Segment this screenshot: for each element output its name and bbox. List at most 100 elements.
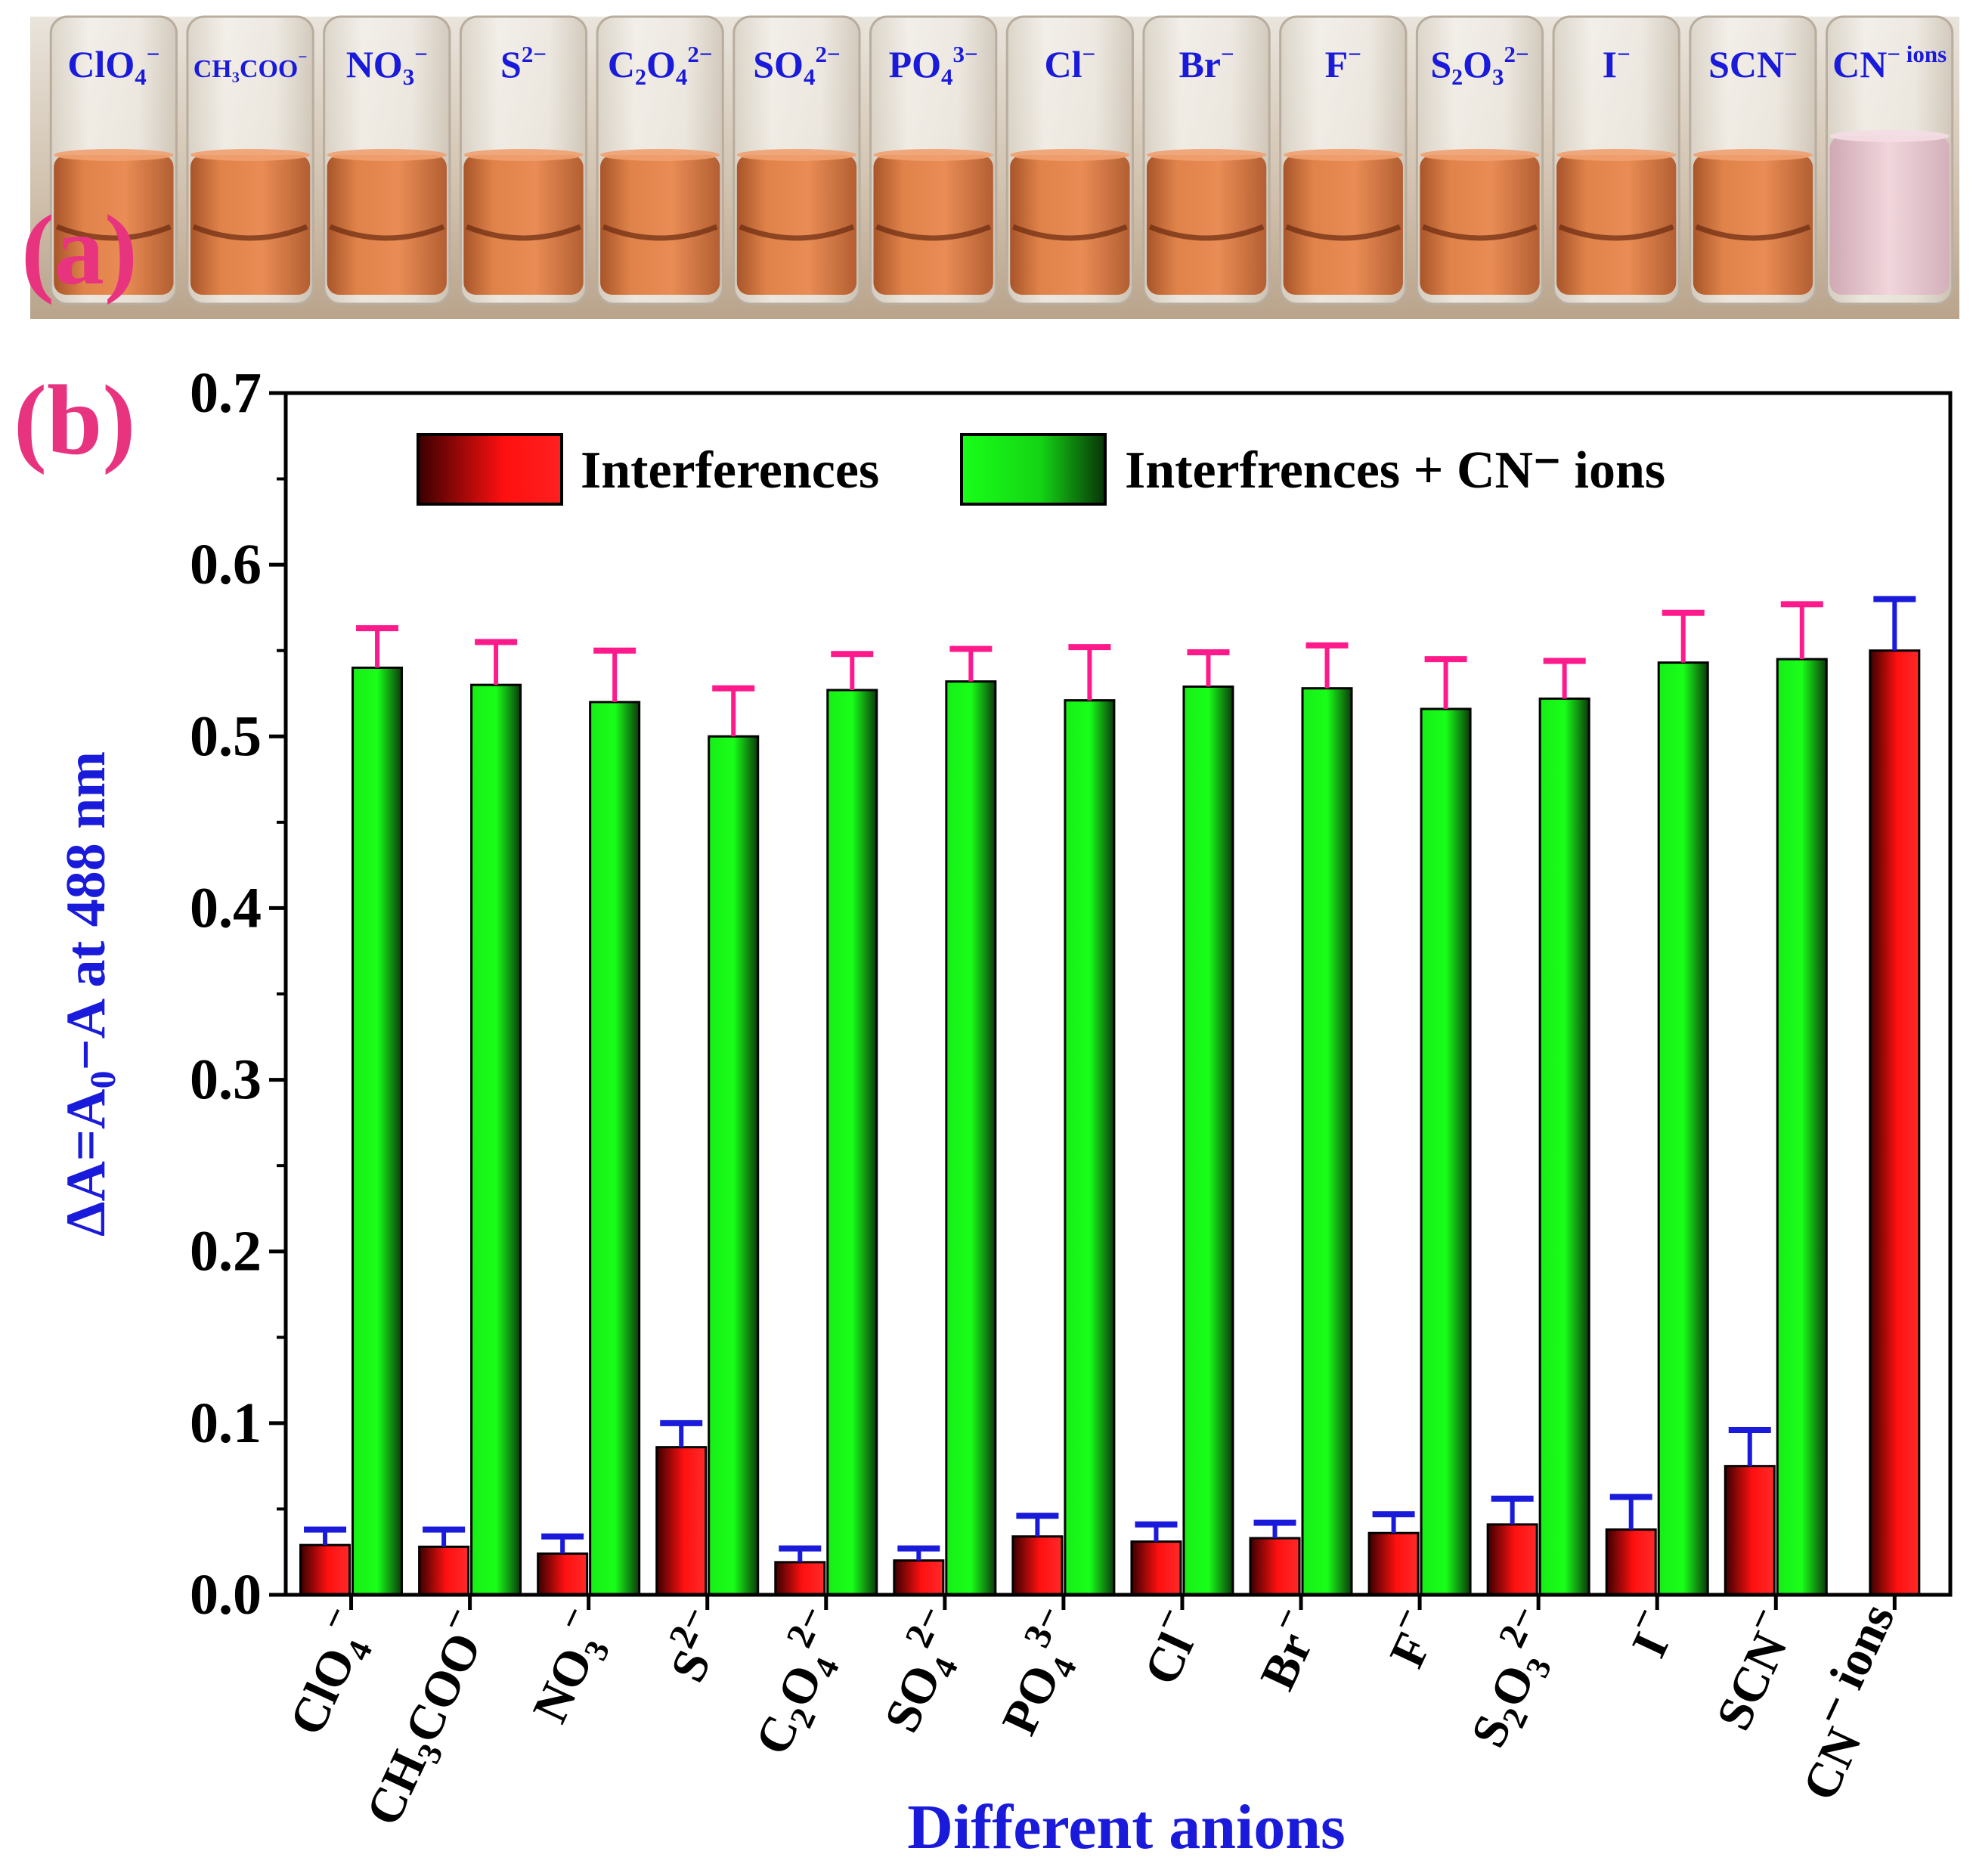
vial-base-shadow (1285, 224, 1401, 241)
legend-label-interferences: Interferences (581, 441, 879, 500)
x-tick-label: S2O32− (1448, 1599, 1576, 1758)
bar-interferences (1486, 1523, 1538, 1596)
vial-solution (327, 155, 447, 295)
vial-labels: ClO4− CH₃COO− NO3− S2− C₂O42− SO42− PO43− Cl− Br… (67, 41, 1947, 90)
y-axis-title: ΔA=A0−A at 488 nm (55, 751, 123, 1237)
plot-frame (283, 391, 1953, 1597)
vial (49, 15, 178, 305)
vial-solution (1010, 155, 1130, 295)
vial-label: PO43− (889, 41, 978, 90)
vial-meniscus (463, 149, 584, 161)
vial-solution (1146, 155, 1267, 295)
vial-base-shadow (192, 224, 308, 241)
vial-base-shadow (1558, 224, 1674, 241)
bar-interferences-cn (589, 701, 641, 1596)
bar-interferences-cn (1301, 687, 1353, 1596)
x-tick-label: Br− (1238, 1599, 1333, 1698)
vial-solution (873, 155, 993, 295)
error-bars (304, 596, 1916, 1562)
x-tick-label: I− (1609, 1599, 1688, 1665)
vial (732, 15, 861, 305)
bar-interferences (299, 1543, 352, 1596)
bar-interferences (1249, 1537, 1301, 1596)
bar-interferences-cn (1064, 699, 1116, 1596)
vial (869, 15, 998, 305)
vial-base-shadow (1011, 224, 1128, 241)
bar-interferences (418, 1545, 470, 1596)
y-axis: 0.0 0.1 0.2 0.3 0.4 0.5 0.6 0.7 (190, 361, 286, 1627)
vial-base-shadow (739, 224, 855, 241)
x-tick-label: Cl− (1122, 1599, 1214, 1693)
vial-meniscus (1146, 149, 1267, 161)
bar-interferences (1869, 649, 1921, 1596)
vial-meniscus (1693, 149, 1813, 161)
bar-interferences (537, 1552, 589, 1596)
vial-label: SCN− (1708, 41, 1798, 85)
bar-interferences-cn (1182, 685, 1234, 1596)
vial-solution (1420, 155, 1540, 295)
bar-interferences (1130, 1540, 1182, 1596)
vial-base-shadow (602, 224, 718, 241)
vial-base-shadow (875, 224, 992, 241)
vial-solution (190, 155, 311, 295)
x-axis-title: Different anions (907, 1792, 1345, 1862)
legend-swatch-interferences (417, 433, 563, 506)
vial-label: CN− ions (1832, 41, 1947, 85)
x-tick-label: NO3− (509, 1599, 627, 1733)
vial-base-shadow (466, 224, 581, 241)
vial-meniscus (600, 149, 720, 161)
vial-label: F− (1325, 41, 1361, 85)
panel-a-letter: (a) (21, 194, 138, 305)
vial-solution (1556, 155, 1677, 295)
vial (1552, 15, 1680, 305)
vial (1415, 15, 1544, 305)
bar-interferences (1605, 1528, 1657, 1596)
vial-label: NO3− (346, 41, 428, 90)
vial-meniscus (1556, 149, 1677, 161)
panel-a-photo: ClO4− CH₃COO− NO3− S2− C₂O42− SO42− PO43− Cl− Br… (30, 15, 1959, 319)
vial-base-shadow (1422, 224, 1538, 241)
x-tick-label: C2O42− (732, 1599, 864, 1766)
vial-meniscus (54, 149, 174, 161)
y-tick-label: 0.2 (190, 1220, 262, 1283)
bar-interferences-cn (1538, 697, 1590, 1596)
bar-interferences-cn (470, 683, 522, 1596)
panel-b-letter: (b) (14, 364, 135, 475)
vial-row (49, 15, 1954, 305)
vial-solution (54, 155, 174, 295)
bars (299, 649, 1921, 1596)
y-tick-label: 0.3 (190, 1048, 262, 1112)
bar-interferences (655, 1446, 708, 1596)
x-tick-label: PO43− (978, 1599, 1101, 1745)
vial-label: C₂O42− (608, 41, 713, 90)
vial (1826, 15, 1954, 305)
vial-label: S2− (500, 41, 547, 85)
bar-interferences (1724, 1465, 1776, 1596)
x-tick-label: F− (1367, 1599, 1451, 1675)
legend-swatch-interferences-cn (960, 433, 1107, 506)
x-axis-ticks (349, 1595, 1897, 1610)
y-tick-label: 0.7 (190, 361, 262, 425)
bar-interferences (893, 1559, 945, 1596)
vial-label: I− (1603, 41, 1631, 85)
vial-meniscus (1420, 149, 1540, 161)
vial (1689, 15, 1817, 305)
vial-label: Cl− (1045, 41, 1096, 85)
vial-base-shadow (329, 224, 445, 241)
vial-meniscus (1829, 130, 1950, 142)
vial-base-shadow (1695, 224, 1811, 241)
x-tick-label: ClO4− (266, 1599, 389, 1746)
vial-solution (1693, 155, 1813, 295)
vial-solution (600, 155, 720, 295)
vial-label: Br− (1178, 41, 1234, 85)
vial-label: ClO4− (67, 41, 160, 90)
vial (186, 15, 314, 305)
bar-interferences-cn (945, 680, 997, 1596)
bar-interferences-cn (826, 689, 878, 1596)
vial-solution (463, 155, 584, 295)
bar-interferences-cn (708, 735, 760, 1596)
vial-label: CH₃COO− (194, 48, 308, 83)
vial (323, 15, 451, 305)
bar-interferences-cn (1776, 658, 1828, 1596)
